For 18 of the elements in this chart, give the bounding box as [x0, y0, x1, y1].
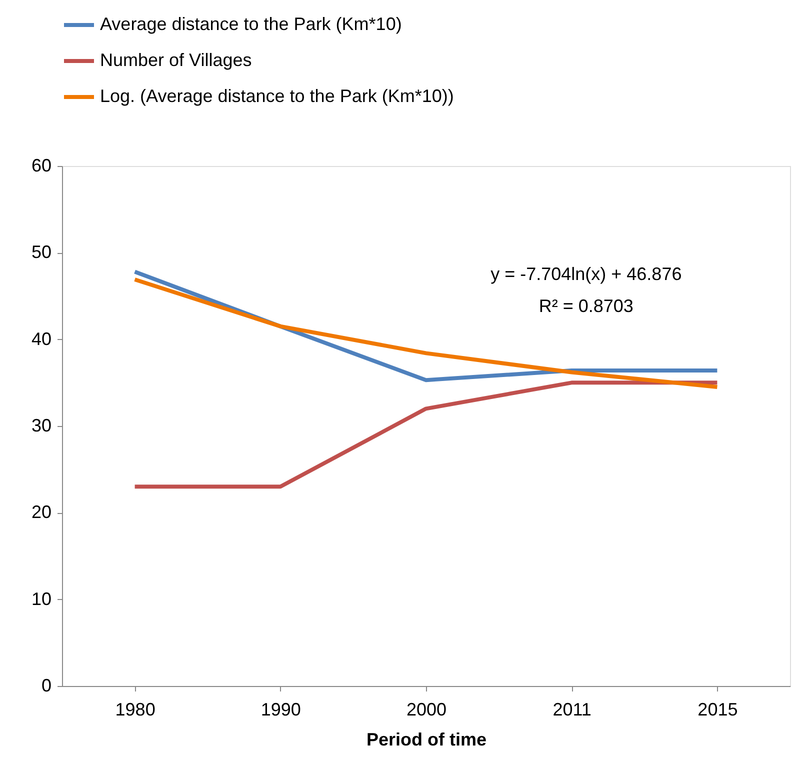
y-tick-label: 0 — [41, 676, 52, 696]
y-tick-label: 30 — [31, 416, 52, 436]
x-tick-label: 1980 — [115, 700, 156, 720]
annotation: y = -7.704ln(x) + 46.876 — [490, 264, 682, 284]
y-tick-label: 40 — [31, 328, 52, 349]
annotation: R² = 0.8703 — [538, 296, 634, 316]
y-tick-label: 60 — [31, 156, 52, 176]
x-tick-label: 2015 — [698, 700, 738, 720]
y-tick-label: 20 — [31, 502, 52, 522]
x-tick-label: 2000 — [406, 700, 447, 720]
x-axis-title: Period of time — [366, 730, 487, 750]
legend-label: Average distance to the Park (Km*10) — [100, 14, 402, 34]
x-tick-label: 2011 — [552, 700, 592, 720]
x-tick-label: 1990 — [260, 700, 301, 720]
y-tick-label: 10 — [31, 588, 52, 609]
legend-label: Log. (Average distance to the Park (Km*10)) — [100, 86, 454, 106]
legend-label: Number of Villages — [100, 50, 252, 70]
y-tick-label: 50 — [31, 242, 52, 262]
